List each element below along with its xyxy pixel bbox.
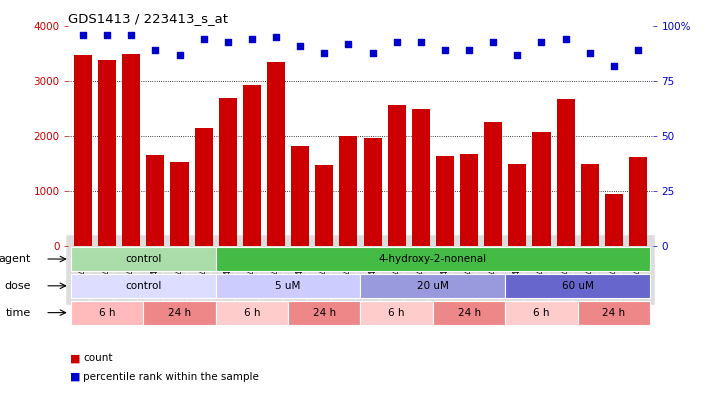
FancyBboxPatch shape xyxy=(505,301,578,325)
Text: 6 h: 6 h xyxy=(244,308,260,318)
Bar xyxy=(98,60,116,245)
Bar xyxy=(580,164,599,245)
Point xyxy=(342,40,354,47)
Point xyxy=(246,36,257,43)
FancyBboxPatch shape xyxy=(71,247,216,271)
Text: ■: ■ xyxy=(70,372,81,382)
Text: 24 h: 24 h xyxy=(458,308,481,318)
FancyBboxPatch shape xyxy=(288,301,360,325)
FancyBboxPatch shape xyxy=(71,274,216,298)
FancyBboxPatch shape xyxy=(505,274,650,298)
Bar xyxy=(508,164,526,245)
Point xyxy=(77,32,89,38)
Bar xyxy=(291,146,309,245)
FancyBboxPatch shape xyxy=(216,274,360,298)
Bar xyxy=(146,155,164,245)
Bar xyxy=(122,54,141,245)
Bar xyxy=(170,162,189,245)
FancyBboxPatch shape xyxy=(143,301,216,325)
FancyBboxPatch shape xyxy=(216,301,288,325)
Bar xyxy=(218,98,236,245)
Point xyxy=(319,49,330,56)
Point xyxy=(198,36,209,43)
FancyBboxPatch shape xyxy=(360,301,433,325)
Point xyxy=(584,49,596,56)
Point xyxy=(367,49,379,56)
FancyBboxPatch shape xyxy=(71,301,143,325)
Point xyxy=(125,32,137,38)
Bar xyxy=(436,156,454,245)
Text: 20 uM: 20 uM xyxy=(417,281,449,291)
Bar xyxy=(363,138,381,245)
Point xyxy=(270,34,282,40)
Text: ■: ■ xyxy=(70,354,81,363)
Point xyxy=(439,47,451,54)
Point xyxy=(487,38,499,45)
Bar xyxy=(243,85,261,245)
Point xyxy=(512,51,523,58)
Point xyxy=(632,47,644,54)
Text: 60 uM: 60 uM xyxy=(562,281,593,291)
Text: 4-hydroxy-2-nonenal: 4-hydroxy-2-nonenal xyxy=(379,254,487,264)
Point xyxy=(391,38,402,45)
Point xyxy=(560,36,572,43)
Text: dose: dose xyxy=(4,281,30,291)
Point xyxy=(536,38,547,45)
FancyBboxPatch shape xyxy=(578,301,650,325)
Bar xyxy=(388,105,406,245)
Bar xyxy=(485,122,503,245)
FancyBboxPatch shape xyxy=(216,247,650,271)
Bar xyxy=(340,136,358,245)
Text: agent: agent xyxy=(0,254,30,264)
Point xyxy=(222,38,234,45)
Bar xyxy=(532,132,551,245)
Text: percentile rank within the sample: percentile rank within the sample xyxy=(83,372,259,382)
Text: 5 uM: 5 uM xyxy=(275,281,301,291)
Text: 24 h: 24 h xyxy=(313,308,336,318)
Point xyxy=(294,43,306,49)
Bar xyxy=(557,99,575,245)
Text: time: time xyxy=(5,308,30,318)
Bar xyxy=(460,153,478,245)
Text: GDS1413 / 223413_s_at: GDS1413 / 223413_s_at xyxy=(68,12,229,25)
Bar xyxy=(605,194,623,245)
Text: count: count xyxy=(83,354,112,363)
Point xyxy=(149,47,161,54)
Point xyxy=(608,62,619,69)
Bar xyxy=(195,128,213,245)
Text: control: control xyxy=(125,281,162,291)
Point xyxy=(174,51,185,58)
Text: control: control xyxy=(125,254,162,264)
Bar xyxy=(74,55,92,245)
Point xyxy=(102,32,113,38)
Text: 6 h: 6 h xyxy=(534,308,549,318)
Text: 6 h: 6 h xyxy=(389,308,405,318)
Bar xyxy=(629,157,647,245)
Bar xyxy=(315,165,333,245)
FancyBboxPatch shape xyxy=(360,274,505,298)
FancyBboxPatch shape xyxy=(433,301,505,325)
Text: 6 h: 6 h xyxy=(99,308,115,318)
Point xyxy=(415,38,427,45)
Bar xyxy=(267,62,285,245)
Point xyxy=(464,47,475,54)
Text: 24 h: 24 h xyxy=(168,308,191,318)
Text: 24 h: 24 h xyxy=(602,308,625,318)
Bar xyxy=(412,109,430,245)
